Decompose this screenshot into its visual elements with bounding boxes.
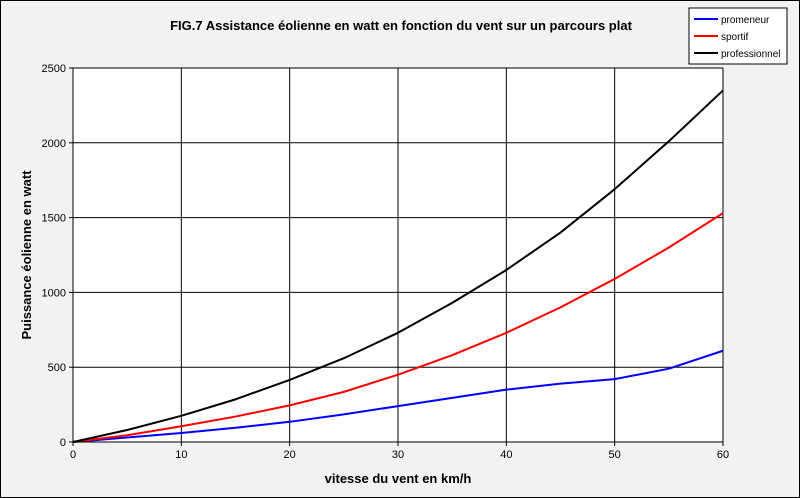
legend-box [688,7,788,65]
x-tick-label: 50 [609,449,621,461]
x-tick-label: 60 [717,449,729,461]
chart-title: FIG.7 Assistance éolienne en watt en fon… [170,18,632,33]
y-tick-label: 2500 [42,63,66,75]
y-axis-title: Puissance éolienne en watt [19,170,34,340]
y-tick-label: 500 [48,362,66,374]
legend-label-promeneur: promeneur [721,15,770,26]
series-layer [72,89,724,443]
x-tick-label: 20 [284,449,296,461]
y-tick-label: 1500 [42,213,66,225]
y-tick-label: 1000 [42,287,66,299]
y-tick-label: 0 [60,437,66,449]
x-tick-label: 10 [175,449,187,461]
x-tick-labels: 0 10 20 30 40 50 60 [70,442,729,461]
y-tick-label: 2000 [42,138,66,150]
x-tick-label: 30 [392,449,404,461]
series-line-professionnel [72,89,724,443]
legend-label-sportif: sportif [721,32,748,43]
x-tick-label: 40 [500,449,512,461]
series-line-sportif [72,212,724,443]
y-tick-labels: 0 500 1000 1500 2000 2500 [42,63,73,449]
x-tick-label: 0 [70,449,76,461]
legend-label-professionnel: professionnel [721,49,780,60]
x-axis-title: vitesse du vent en km/h [325,471,472,486]
legend: promeneur sportif professionnel [688,7,788,65]
series-line-promeneur [72,349,724,443]
